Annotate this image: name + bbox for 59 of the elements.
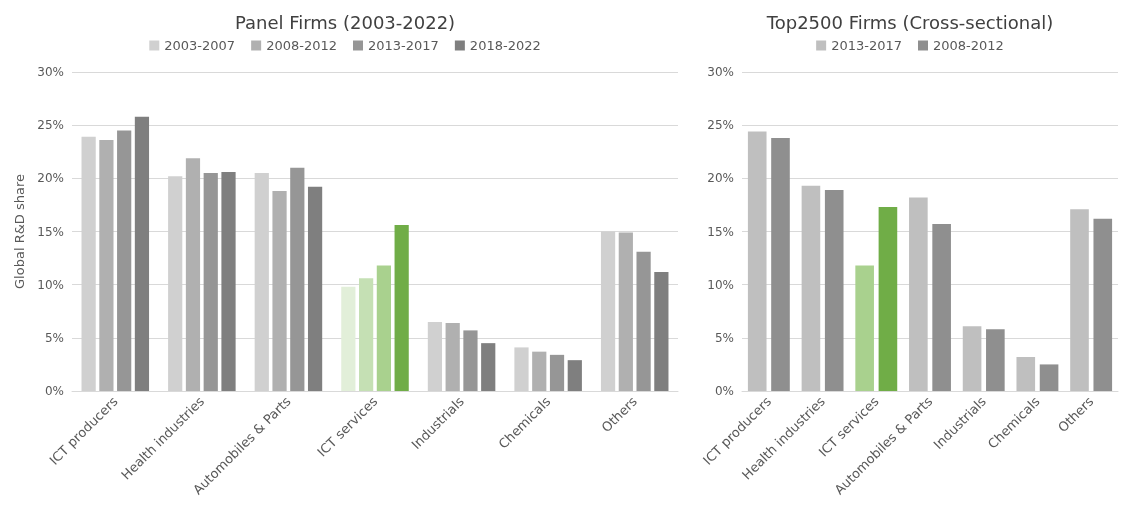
bar: [771, 137, 790, 391]
bar: [878, 207, 898, 391]
bar: [986, 329, 1005, 391]
y-tick-label: 15%: [37, 224, 64, 239]
bar: [618, 232, 633, 391]
bar: [307, 186, 323, 391]
bar: [272, 191, 287, 391]
bar: [532, 351, 547, 391]
y-tick-label: 20%: [37, 171, 64, 186]
legend-label: 2003-2007: [164, 38, 236, 53]
y-tick-label: 5%: [44, 330, 64, 345]
bar: [801, 185, 821, 391]
y-tick-label: 25%: [707, 118, 734, 133]
bar: [290, 167, 305, 391]
bar: [636, 251, 651, 391]
bar: [134, 116, 150, 391]
bar: [855, 265, 874, 391]
y-tick-label: 10%: [707, 277, 734, 292]
bar: [341, 286, 356, 391]
bar: [1039, 364, 1059, 391]
legend-label: 2013-2017: [831, 38, 902, 53]
y-tick-label: 0%: [44, 384, 64, 398]
bar: [99, 140, 114, 391]
y-tick-label: 10%: [37, 277, 64, 292]
y-tick-label: 5%: [714, 330, 734, 345]
bar: [567, 360, 582, 391]
bar: [463, 330, 478, 391]
bar: [1093, 218, 1113, 391]
bar: [747, 131, 767, 391]
legend-label: 2013-2017: [368, 38, 439, 53]
y-tick-label: 20%: [707, 171, 734, 186]
chart-title: Panel Firms (2003-2022): [234, 11, 456, 33]
legend-label: 2008-2012: [933, 38, 1004, 53]
bar: [909, 197, 928, 391]
bar: [221, 171, 236, 391]
bar: [549, 354, 565, 391]
y-tick-label: 30%: [707, 65, 734, 79]
bar: [185, 158, 201, 391]
bar: [1016, 356, 1036, 391]
bar: [1070, 209, 1089, 391]
bar: [445, 322, 460, 391]
bar: [117, 130, 132, 391]
bar: [824, 190, 844, 391]
y-axis-title: Global R&D share: [12, 174, 27, 289]
bar: [359, 278, 374, 391]
y-tick-label: 30%: [37, 65, 64, 79]
bar: [394, 225, 409, 391]
chart-title: Top2500 Firms (Cross-sectional): [765, 11, 1054, 33]
y-tick-label: 0%: [714, 384, 734, 398]
legend-label: 2008-2012: [266, 38, 337, 53]
y-tick-label: 15%: [707, 224, 734, 239]
bar: [654, 271, 669, 391]
bar: [376, 265, 391, 391]
bar: [481, 343, 496, 391]
y-tick-label: 25%: [37, 118, 64, 133]
bar: [203, 173, 218, 391]
bar: [962, 326, 982, 391]
legend-label: 2018-2022: [469, 38, 541, 53]
bar: [932, 224, 951, 391]
